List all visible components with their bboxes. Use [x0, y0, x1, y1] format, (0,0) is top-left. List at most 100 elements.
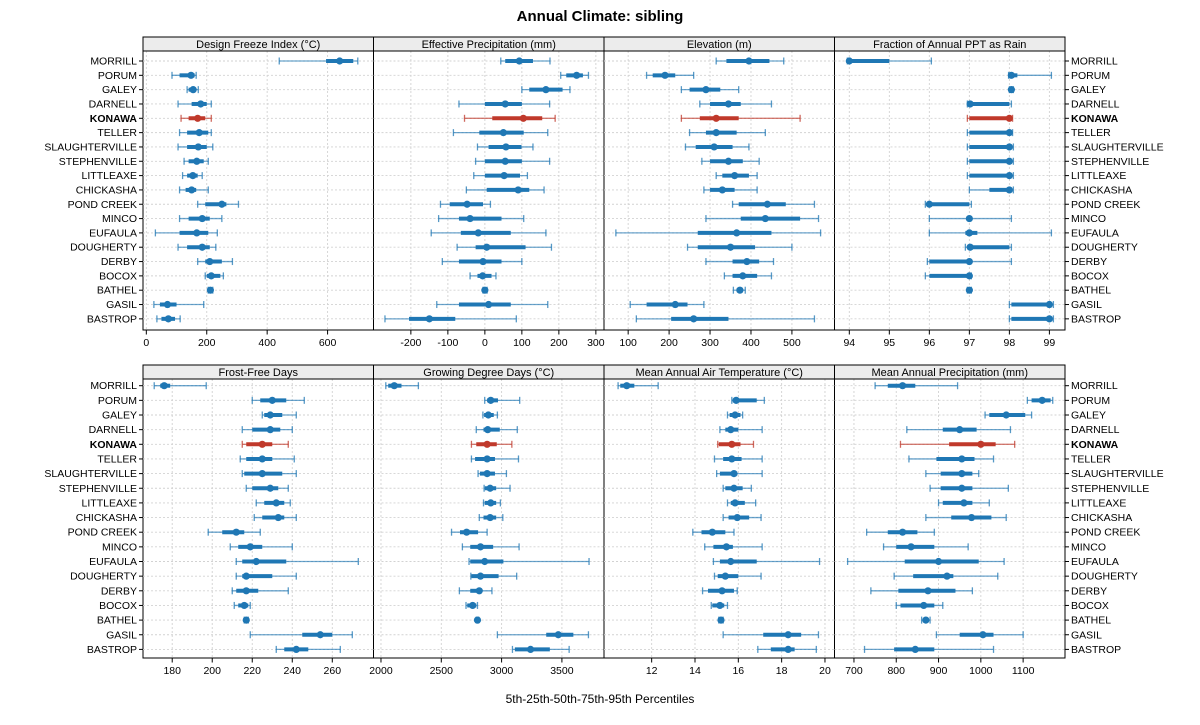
- median-dot: [476, 543, 485, 551]
- median-dot: [1005, 157, 1013, 165]
- row-label-left-galey: GALEY: [102, 84, 137, 96]
- median-dot: [911, 645, 919, 654]
- whisker-row-darnell: [241, 426, 293, 434]
- whisker-row-eufaula: [615, 229, 822, 237]
- median-dot: [934, 557, 943, 566]
- median-dot: [965, 286, 973, 294]
- median-dot: [956, 426, 964, 434]
- row-label-left-teller: TELLER: [97, 453, 137, 465]
- row-label-right-chickasha: CHICKASHA: [1071, 512, 1132, 524]
- median-dot: [1007, 86, 1015, 94]
- median-dot: [242, 587, 250, 595]
- row-label-left-chickasha: CHICKASHA: [76, 512, 137, 524]
- median-dot: [733, 513, 741, 522]
- median-dot: [661, 71, 669, 79]
- median-dot: [739, 272, 747, 280]
- whisker-row-morrill: [385, 382, 420, 390]
- median-dot: [958, 470, 966, 478]
- row-label-left-bathel: BATHEL: [97, 615, 137, 627]
- whisker-row-minco: [705, 214, 820, 223]
- median-dot: [721, 572, 729, 580]
- x-tick-label: 300: [587, 337, 605, 349]
- row-label-right-darnell: DARNELL: [1071, 98, 1120, 110]
- row-label-right-eufaula: EUFAULA: [1071, 556, 1119, 568]
- median-dot: [573, 71, 581, 79]
- median-dot: [745, 57, 753, 65]
- panel-effective-precipitation-mm: -200 -100 0 100 200 300 Effective Precipitatio…: [373, 36, 605, 349]
- whisker-row-eufaula: [846, 557, 1005, 566]
- x-tick-label: 800: [887, 665, 905, 677]
- row-label-left-littleaxe: LITTLEAXE: [82, 170, 137, 182]
- median-dot: [727, 426, 735, 434]
- median-dot: [160, 382, 168, 390]
- median-dot: [198, 214, 206, 223]
- whisker-row-gasil: [722, 631, 820, 639]
- median-dot: [716, 601, 724, 610]
- whisker-row-morrill: [153, 382, 207, 390]
- median-dot: [479, 257, 487, 266]
- whisker-row-chickasha: [253, 513, 297, 522]
- percentile-caption: 5th-25th-50th-75th-95th Percentiles: [505, 692, 695, 706]
- median-dot: [195, 129, 203, 137]
- median-dot: [727, 557, 735, 566]
- whisker-row-bocox: [895, 601, 944, 610]
- median-dot: [907, 543, 915, 551]
- whisker-row-dougherty: [177, 243, 217, 251]
- whisker-row-bocox: [924, 272, 973, 280]
- x-tick-label: 0: [482, 337, 488, 349]
- whisker-row-teller: [239, 455, 295, 463]
- row-label-right-galey: GALEY: [1071, 410, 1106, 422]
- whisker-row-darnell: [719, 426, 763, 434]
- whisker-row-gasil: [153, 300, 205, 309]
- median-dot: [258, 455, 266, 463]
- row-label-left-eufaula: EUFAULA: [89, 556, 137, 568]
- median-dot: [922, 616, 930, 624]
- whisker-row-porum: [484, 396, 521, 404]
- row-label-right-teller: TELLER: [1071, 127, 1111, 139]
- median-dot: [487, 396, 495, 404]
- row-label-left-slaughterville: SLAUGHTERVILLE: [44, 468, 137, 480]
- whisker-row-pond-creek: [197, 200, 240, 208]
- median-dot: [958, 484, 966, 492]
- x-tick-label: 180: [163, 665, 181, 677]
- row-label-right-morrill: MORRILL: [1071, 56, 1118, 68]
- whisker-row-minco: [882, 543, 969, 551]
- median-dot: [189, 86, 197, 94]
- median-dot: [499, 129, 507, 137]
- whisker-row-teller: [908, 455, 995, 463]
- whisker-row-konawa: [717, 440, 755, 448]
- whisker-row-dougherty: [235, 572, 297, 580]
- whisker-row-konawa: [241, 440, 289, 448]
- median-dot: [965, 272, 973, 280]
- x-tick-label: 240: [283, 665, 301, 677]
- whisker-row-slaughterville: [476, 143, 534, 151]
- whisker-row-derby: [870, 587, 974, 595]
- median-dot: [207, 272, 215, 280]
- median-dot: [1005, 143, 1013, 151]
- whisker-row-teller: [452, 129, 549, 137]
- median-dot: [198, 243, 206, 251]
- row-label-left-eufaula: EUFAULA: [89, 227, 137, 239]
- median-dot: [240, 601, 248, 610]
- whisker-row-eufaula: [928, 229, 1053, 237]
- row-label-right-minco: MINCO: [1071, 541, 1106, 553]
- panel-body: [142, 378, 374, 659]
- whisker-row-bathel: [920, 616, 931, 624]
- row-label-left-bocox: BOCOX: [99, 270, 137, 282]
- whisker-row-galey: [521, 86, 571, 94]
- median-dot: [960, 499, 968, 507]
- whisker-row-eufaula: [712, 557, 821, 566]
- median-dot: [479, 272, 487, 280]
- median-dot: [474, 229, 482, 237]
- x-tick-label: 2000: [369, 665, 393, 677]
- row-label-right-bathel: BATHEL: [1071, 615, 1111, 627]
- row-label-right-pond-creek: POND CREEK: [1071, 527, 1140, 539]
- whisker-row-porum: [645, 71, 695, 79]
- row-label-right-slaughterville: SLAUGHTERVILLE: [1071, 141, 1164, 153]
- panel-header-label: Mean Annual Air Temperature (°C): [636, 367, 803, 379]
- whisker-row-morrill: [278, 57, 359, 65]
- whisker-row-morrill: [874, 382, 959, 390]
- median-dot: [717, 616, 725, 624]
- whisker-row-pond-creek: [924, 200, 973, 208]
- whisker-row-bocox: [710, 601, 729, 610]
